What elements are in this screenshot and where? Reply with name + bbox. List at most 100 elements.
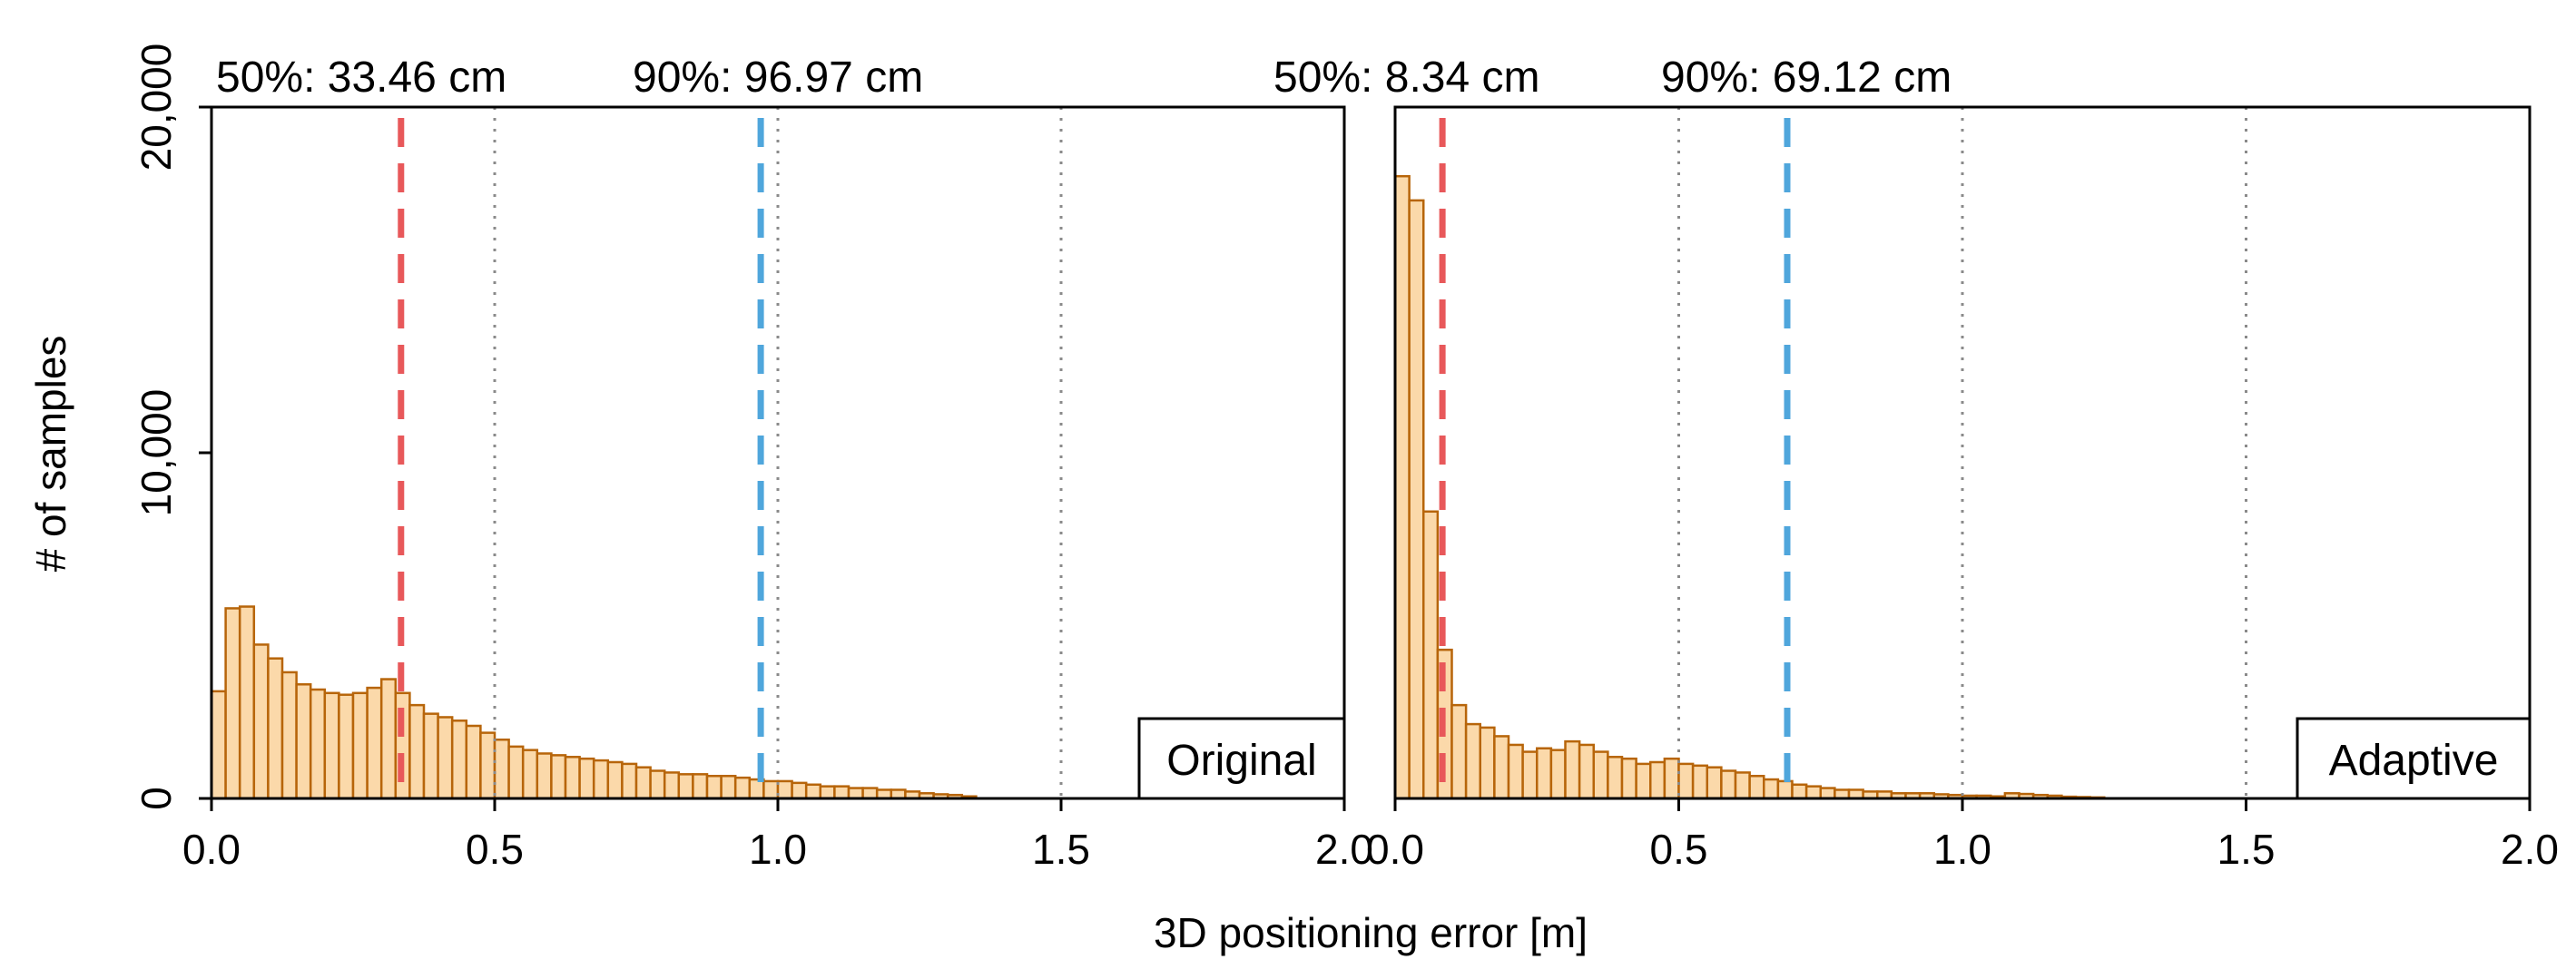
histogram-bar-original-8 bbox=[323, 691, 340, 800]
p90-label-original: 90%: 96.97 cm bbox=[633, 54, 923, 102]
panel-label-adaptive-box: Adaptive bbox=[2296, 717, 2532, 800]
histogram-bar-adaptive-19 bbox=[1663, 757, 1680, 800]
histogram-bar-original-0 bbox=[210, 690, 227, 800]
histogram-bar-original-43 bbox=[819, 785, 836, 800]
panel-frame-adaptive bbox=[1393, 105, 2532, 800]
x-tick-label-adaptive-4: 2.0 bbox=[2501, 826, 2559, 873]
histogram-bar-original-18 bbox=[465, 724, 482, 800]
histogram-bar-adaptive-14 bbox=[1592, 750, 1609, 800]
histogram-bar-original-28 bbox=[606, 760, 624, 800]
histogram-bar-original-14 bbox=[408, 703, 426, 800]
y-tick-label-2: 20,000 bbox=[133, 44, 180, 171]
median-label-adaptive: 50%: 8.34 cm bbox=[1273, 54, 1539, 102]
histogram-bar-adaptive-11 bbox=[1549, 749, 1567, 800]
panel-label-original-box: Original bbox=[1137, 717, 1346, 800]
histogram-bar-adaptive-25 bbox=[1748, 774, 1765, 800]
histogram-bar-original-44 bbox=[833, 785, 850, 800]
histogram-bar-original-45 bbox=[847, 787, 864, 800]
x-tick-label-adaptive-0: 0.0 bbox=[1366, 826, 1424, 873]
histogram-bar-original-46 bbox=[861, 787, 879, 800]
histogram-bar-adaptive-29 bbox=[1804, 785, 1822, 800]
histogram-bar-adaptive-17 bbox=[1635, 762, 1652, 800]
histogram-bar-adaptive-8 bbox=[1507, 743, 1524, 800]
gridlines-layer bbox=[493, 107, 2247, 798]
histogram-bar-adaptive-0 bbox=[1393, 174, 1411, 800]
histogram-bar-original-3 bbox=[252, 643, 270, 800]
histogram-bar-original-25 bbox=[564, 756, 581, 800]
histogram-bar-original-38 bbox=[748, 778, 765, 800]
histogram-bar-original-26 bbox=[578, 757, 595, 800]
histogram-bar-original-37 bbox=[733, 776, 752, 800]
histogram-bar-adaptive-5 bbox=[1464, 722, 1481, 800]
x-tick-label-adaptive-1: 0.5 bbox=[1650, 826, 1708, 873]
histogram-bar-adaptive-26 bbox=[1763, 778, 1780, 800]
y-tick-label-0: 0 bbox=[133, 787, 180, 810]
histogram-bar-original-31 bbox=[649, 769, 666, 800]
x-tick-label-adaptive-3: 1.5 bbox=[2217, 826, 2276, 873]
histogram-bar-original-15 bbox=[422, 712, 439, 800]
histogram-bar-original-41 bbox=[791, 781, 808, 800]
histogram-bar-original-39 bbox=[762, 779, 780, 800]
panel-label-adaptive: Adaptive bbox=[2329, 737, 2499, 785]
histogram-bar-original-20 bbox=[493, 738, 510, 800]
histogram-bar-adaptive-10 bbox=[1536, 747, 1553, 800]
histogram-bar-original-27 bbox=[592, 759, 610, 800]
histogram-bar-original-42 bbox=[804, 783, 822, 800]
bars-layer bbox=[210, 174, 2106, 800]
histogram-bar-adaptive-23 bbox=[1720, 769, 1737, 800]
histogram-bar-original-30 bbox=[634, 766, 652, 800]
stat-lines-layer bbox=[398, 118, 1791, 798]
histogram-bar-original-11 bbox=[366, 686, 383, 800]
x-axis-title: 3D positioning error [m] bbox=[1154, 909, 1588, 956]
histogram-bar-adaptive-1 bbox=[1408, 199, 1425, 800]
histogram-bar-original-24 bbox=[550, 754, 567, 800]
histogram-bar-original-1 bbox=[224, 607, 241, 800]
y-tick-label-1: 10,000 bbox=[133, 389, 180, 517]
histogram-bar-original-34 bbox=[692, 773, 709, 800]
x-tick-label-original-4: 2.0 bbox=[1315, 826, 1373, 873]
histogram-bar-original-2 bbox=[238, 605, 256, 800]
x-tick-label-original-0: 0.0 bbox=[182, 826, 241, 873]
histogram-bar-adaptive-12 bbox=[1564, 739, 1581, 800]
median-label-original: 50%: 33.46 cm bbox=[216, 54, 506, 102]
histogram-bar-original-4 bbox=[267, 657, 284, 800]
x-tick-label-original-3: 1.5 bbox=[1032, 826, 1090, 873]
histogram-bar-original-17 bbox=[450, 720, 468, 800]
histogram-bar-adaptive-27 bbox=[1776, 779, 1794, 800]
histogram-bar-adaptive-9 bbox=[1521, 750, 1539, 800]
histogram-bar-original-23 bbox=[536, 752, 553, 800]
histogram-bar-original-33 bbox=[677, 773, 694, 800]
ticks-layer: 0.0 0.5 1.0 1.5 2.00.0 0.5 1.0 1.5 2.0010,00020,… bbox=[133, 44, 2559, 873]
histogram-bar-original-9 bbox=[338, 693, 355, 800]
histogram-bar-adaptive-7 bbox=[1493, 735, 1510, 800]
x-tick-label-original-2: 1.0 bbox=[749, 826, 807, 873]
histogram-bar-adaptive-22 bbox=[1706, 766, 1723, 800]
p90-label-adaptive: 90%: 69.12 cm bbox=[1661, 54, 1952, 102]
x-tick-label-adaptive-2: 1.0 bbox=[1933, 826, 1991, 873]
panel-label-original: Original bbox=[1166, 737, 1316, 785]
histogram-bar-adaptive-15 bbox=[1607, 756, 1624, 800]
histogram-bar-original-36 bbox=[720, 774, 737, 800]
x-tick-label-original-1: 0.5 bbox=[466, 826, 524, 873]
histogram-bar-original-22 bbox=[521, 749, 539, 800]
histogram-bar-original-21 bbox=[507, 745, 525, 800]
histogram-bar-original-35 bbox=[705, 774, 723, 800]
histogram-bar-original-12 bbox=[379, 678, 398, 800]
histogram-bar-adaptive-18 bbox=[1649, 760, 1667, 800]
histogram-bar-original-19 bbox=[479, 731, 497, 800]
histogram-bar-original-7 bbox=[309, 688, 327, 800]
histogram-bar-original-5 bbox=[280, 671, 298, 800]
histogram-bar-original-16 bbox=[437, 716, 454, 800]
histogram-bar-adaptive-16 bbox=[1620, 757, 1637, 800]
histogram-bar-original-6 bbox=[295, 683, 312, 800]
histogram-bar-adaptive-13 bbox=[1578, 743, 1595, 800]
histogram-bar-adaptive-24 bbox=[1734, 771, 1751, 800]
histogram-bar-adaptive-30 bbox=[1819, 787, 1836, 800]
histogram-bar-original-32 bbox=[663, 771, 681, 800]
histogram-bar-adaptive-4 bbox=[1450, 703, 1468, 800]
histogram-bar-adaptive-20 bbox=[1677, 762, 1695, 800]
histogram-bar-adaptive-6 bbox=[1479, 726, 1496, 800]
y-axis-title: # of samples bbox=[27, 336, 74, 573]
histogram-bar-original-10 bbox=[351, 691, 369, 800]
